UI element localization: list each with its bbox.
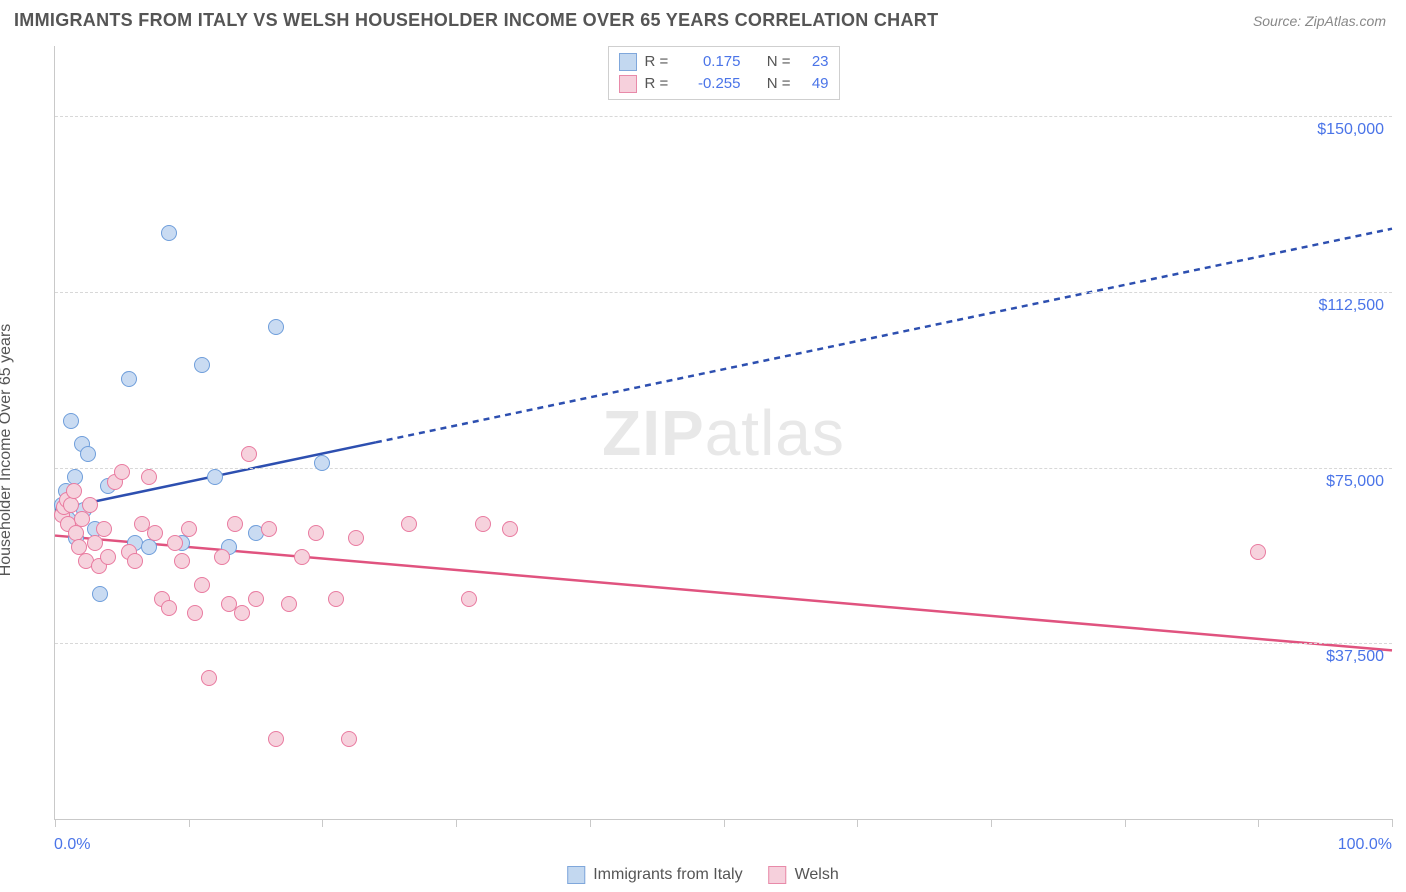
data-point xyxy=(80,446,96,462)
x-tick xyxy=(55,819,56,827)
data-point xyxy=(207,469,223,485)
r-value: 0.175 xyxy=(681,51,741,73)
data-point xyxy=(161,225,177,241)
gridline xyxy=(55,643,1392,644)
data-point xyxy=(167,535,183,551)
data-point xyxy=(1250,544,1266,560)
data-point xyxy=(194,357,210,373)
legend-text: Welsh xyxy=(795,866,839,884)
data-point xyxy=(174,553,190,569)
y-axis-label: Householder Income Over 65 years xyxy=(0,324,15,577)
legend-row: R = -0.255 N = 49 xyxy=(619,73,829,95)
x-tick xyxy=(1258,819,1259,827)
gridline xyxy=(55,292,1392,293)
series-legend: Immigrants from Italy Welsh xyxy=(567,866,839,884)
chart-container: Householder Income Over 65 years ZIPatla… xyxy=(14,46,1392,854)
x-tick xyxy=(857,819,858,827)
data-point xyxy=(63,413,79,429)
data-point xyxy=(96,521,112,537)
n-label: N = xyxy=(757,51,791,73)
legend-swatch xyxy=(567,866,585,884)
data-point xyxy=(341,731,357,747)
data-point xyxy=(502,521,518,537)
y-tick-label: $150,000 xyxy=(1317,121,1384,139)
data-point xyxy=(268,731,284,747)
data-point xyxy=(328,591,344,607)
data-point xyxy=(161,600,177,616)
x-tick xyxy=(456,819,457,827)
x-tick xyxy=(1392,819,1393,827)
data-point xyxy=(127,553,143,569)
x-tick xyxy=(322,819,323,827)
data-point xyxy=(100,549,116,565)
legend-swatch xyxy=(619,53,637,71)
data-point xyxy=(401,516,417,532)
data-point xyxy=(475,516,491,532)
data-point xyxy=(214,549,230,565)
n-label: N = xyxy=(757,73,791,95)
gridline xyxy=(55,116,1392,117)
source-label: Source: ZipAtlas.com xyxy=(1253,13,1386,29)
data-point xyxy=(121,371,137,387)
data-point xyxy=(114,464,130,480)
data-point xyxy=(227,516,243,532)
x-axis-min-label: 0.0% xyxy=(54,836,90,854)
data-point xyxy=(248,591,264,607)
n-value: 49 xyxy=(799,73,829,95)
data-point xyxy=(294,549,310,565)
data-point xyxy=(461,591,477,607)
x-tick xyxy=(724,819,725,827)
data-point xyxy=(63,497,79,513)
y-tick-label: $75,000 xyxy=(1326,473,1384,491)
data-point xyxy=(181,521,197,537)
r-value: -0.255 xyxy=(681,73,741,95)
plot-area: ZIPatlas R =0.175N =23R =-0.255N =49 $37… xyxy=(54,46,1392,820)
data-point xyxy=(141,469,157,485)
data-point xyxy=(234,605,250,621)
data-point xyxy=(268,319,284,335)
data-point xyxy=(308,525,324,541)
data-point xyxy=(281,596,297,612)
y-tick-label: $37,500 xyxy=(1326,648,1384,666)
legend-text: Immigrants from Italy xyxy=(593,866,742,884)
chart-title: IMMIGRANTS FROM ITALY VS WELSH HOUSEHOLD… xyxy=(14,10,938,31)
legend-swatch xyxy=(769,866,787,884)
legend-row: R = 0.175 N = 23 xyxy=(619,51,829,73)
data-point xyxy=(201,670,217,686)
data-point xyxy=(92,586,108,602)
data-point xyxy=(87,535,103,551)
data-point xyxy=(187,605,203,621)
x-axis-max-label: 100.0% xyxy=(1338,836,1392,854)
data-point xyxy=(194,577,210,593)
data-point xyxy=(147,525,163,541)
x-tick xyxy=(189,819,190,827)
trend-lines xyxy=(55,46,1392,819)
y-tick-label: $112,500 xyxy=(1318,297,1384,315)
gridline xyxy=(55,468,1392,469)
n-value: 23 xyxy=(799,51,829,73)
legend-swatch xyxy=(619,75,637,93)
data-point xyxy=(141,539,157,555)
trend-dashed xyxy=(376,229,1392,443)
data-point xyxy=(66,483,82,499)
data-point xyxy=(74,511,90,527)
x-tick xyxy=(1125,819,1126,827)
legend-item: Welsh xyxy=(769,866,839,884)
data-point xyxy=(314,455,330,471)
legend-item: Immigrants from Italy xyxy=(567,866,742,884)
data-point xyxy=(241,446,257,462)
data-point xyxy=(348,530,364,546)
r-label: R = xyxy=(645,73,673,95)
data-point xyxy=(82,497,98,513)
data-point xyxy=(261,521,277,537)
correlation-legend: R = 0.175 N = 23 R = -0.255 N = 49 xyxy=(608,46,840,100)
x-tick xyxy=(590,819,591,827)
r-label: R = xyxy=(645,51,673,73)
x-tick xyxy=(991,819,992,827)
